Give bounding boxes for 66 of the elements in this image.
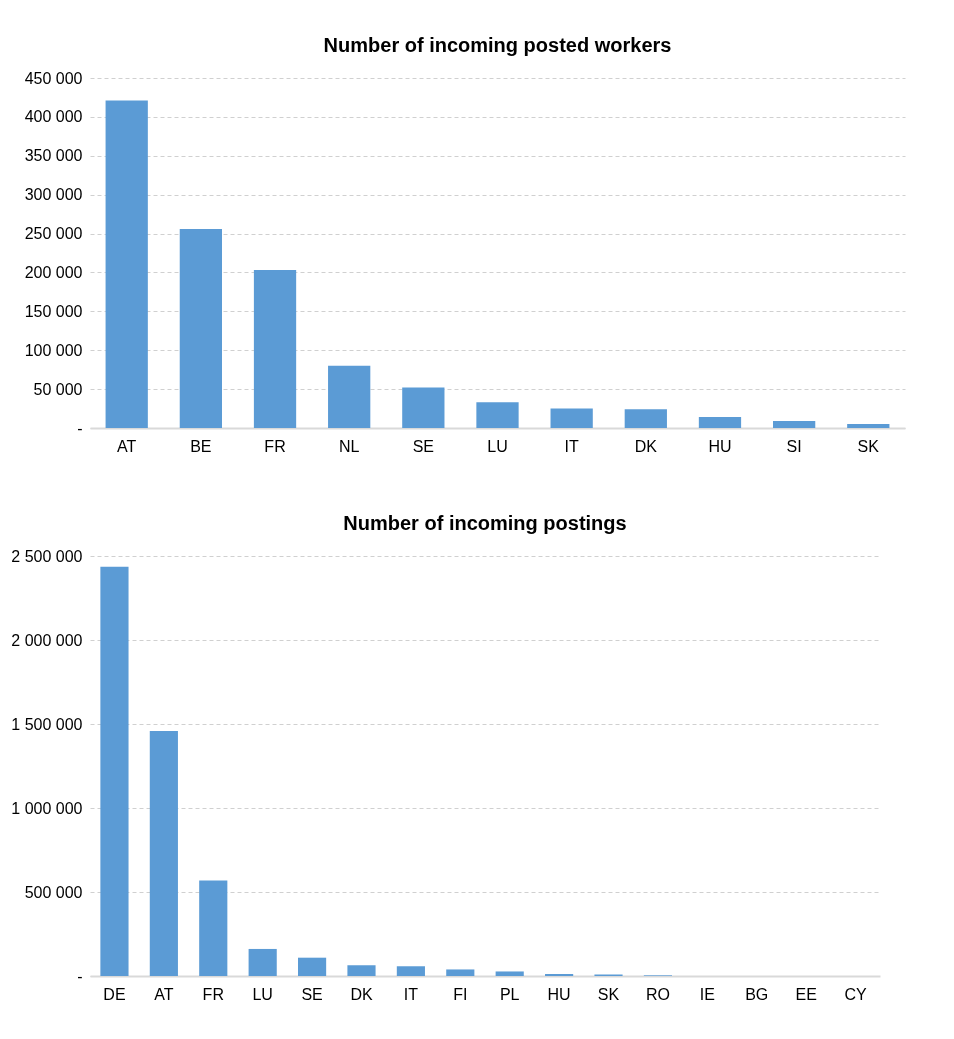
bar [698,417,742,428]
x-tick-label: LU [487,437,508,455]
bar [550,408,593,428]
bar [298,957,327,976]
bar [446,969,475,976]
bar [495,971,524,976]
x-tick-label: FR [202,985,224,1003]
bar [773,421,816,428]
bar [847,424,890,428]
y-tick-label: - [77,967,83,985]
y-tick-label: 100 000 [24,341,83,359]
bar [396,966,425,976]
x-tick-label: LU [252,985,273,1003]
x-tick-label: PL [499,985,520,1003]
y-tick-label: 50 000 [33,380,83,398]
bar [545,973,574,976]
y-tick-label: 1 000 000 [11,799,83,817]
bar [253,270,297,428]
bar [347,965,376,976]
bar [328,365,371,428]
y-tick-label: 250 000 [24,225,83,243]
x-tick-label: IT [403,985,419,1003]
x-tick-label: DK [350,985,373,1003]
bar [199,880,228,976]
bar [476,402,519,428]
y-tick-label: 150 000 [24,302,83,320]
bar [248,948,277,976]
x-tick-label: FI [453,985,468,1003]
x-tick-label: RO [645,985,670,1003]
x-tick-label: IT [564,437,579,455]
x-tick-label: DE [103,985,126,1003]
bar [149,731,178,976]
y-tick-label: 350 000 [24,147,83,165]
x-tick-label: DK [634,437,658,455]
x-tick-label: BG [745,985,769,1003]
x-tick-label: EE [795,985,817,1003]
bar [100,566,129,976]
x-tick-label: SE [301,985,323,1003]
x-tick-label: HU [708,437,732,455]
bar [624,409,667,428]
x-tick-label: FR [264,437,286,455]
y-tick-label: 2 000 000 [11,631,83,649]
y-tick-label: 450 000 [24,69,83,87]
chart-title: Number of incoming posted workers [323,34,672,56]
x-tick-label: SI [786,437,802,455]
x-tick-label: CY [844,985,867,1003]
y-tick-label: 500 000 [24,883,83,901]
x-tick-label: AT [154,985,174,1003]
y-tick-label: 300 000 [24,186,83,204]
x-tick-label: SK [857,437,880,455]
x-tick-label: IE [699,985,715,1003]
x-tick-label: SK [597,985,620,1003]
y-tick-label: 400 000 [24,108,83,126]
x-tick-label: BE [190,437,212,455]
y-tick-label: - [77,419,83,437]
y-tick-label: 200 000 [24,263,83,281]
y-tick-label: 2 500 000 [11,547,83,565]
x-tick-label: NL [338,437,360,455]
bar [179,228,222,428]
chart-title: Number of incoming postings [343,512,627,534]
x-tick-label: SE [412,437,435,455]
bar [105,100,148,428]
x-tick-label: HU [547,985,571,1003]
x-tick-label: AT [117,437,137,455]
y-tick-label: 1 500 000 [11,715,83,733]
bar [402,387,445,428]
